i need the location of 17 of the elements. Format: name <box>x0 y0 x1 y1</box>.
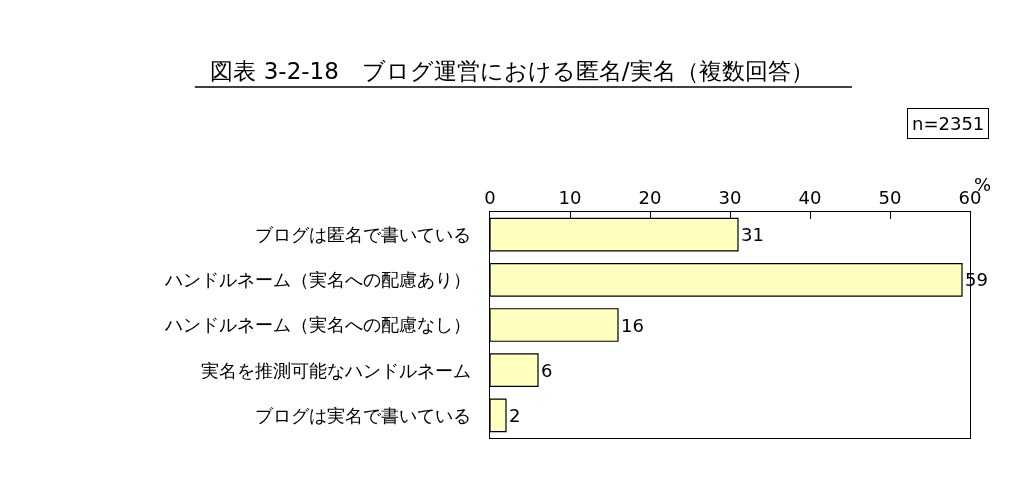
chart-title: 図表 3-2-18 ブログ運営における匿名/実名（複数回答） <box>210 57 814 84</box>
x-tick-label: 30 <box>718 186 742 208</box>
x-tick-label: 0 <box>484 186 496 208</box>
text: n=2351 <box>912 113 985 134</box>
data-label: 31 <box>741 224 764 246</box>
data-label: 16 <box>621 314 644 336</box>
data-label: 6 <box>541 359 553 381</box>
y-tick-label: ハンドルネーム（実名への配慮なし） <box>164 314 472 336</box>
x-tick-label: 40 <box>798 186 822 208</box>
x-tick-label: 10 <box>558 186 582 208</box>
data-label: 2 <box>509 404 521 426</box>
x-tick-label: 20 <box>638 186 662 208</box>
y-tick-label: 実名を推測可能なハンドルネーム <box>201 359 472 381</box>
y-tick-label: ブログは実名で書いている <box>255 404 472 426</box>
x-tick-label: 50 <box>878 186 902 208</box>
y-tick-label: ブログは匿名で書いている <box>255 223 472 245</box>
y-tick-label: ハンドルネーム（実名への配慮あり） <box>164 269 472 291</box>
